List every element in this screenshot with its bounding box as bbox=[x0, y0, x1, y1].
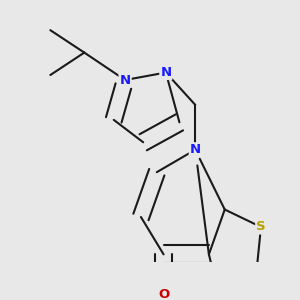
Text: N: N bbox=[190, 143, 201, 156]
Text: O: O bbox=[158, 288, 169, 300]
Text: N: N bbox=[160, 66, 171, 79]
Text: N: N bbox=[119, 74, 130, 86]
Text: S: S bbox=[256, 220, 266, 233]
